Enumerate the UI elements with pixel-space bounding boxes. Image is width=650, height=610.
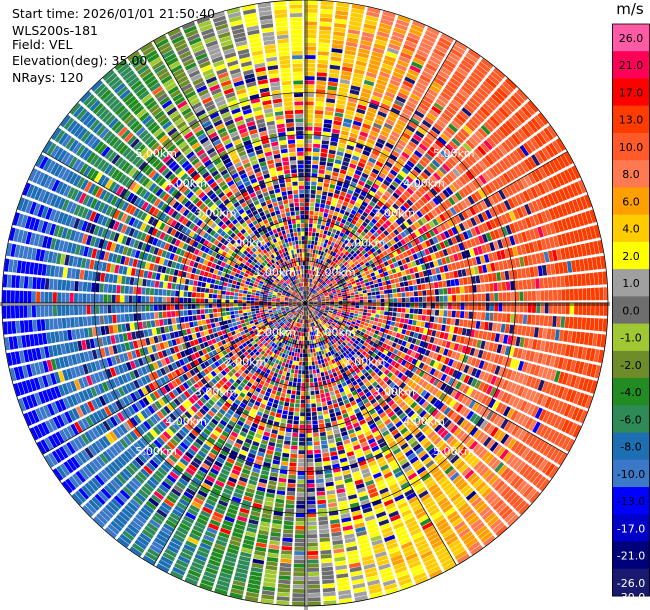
colorbar-segment (612, 51, 650, 79)
colorbar-segment (612, 514, 650, 542)
azimuth-line (304, 302, 457, 566)
colorbar-segment (612, 214, 650, 243)
range-ring-label: 4.00km (165, 177, 207, 190)
range-ring (178, 176, 432, 430)
colorbar-tick-label: -13.0 (617, 495, 645, 508)
range-ring (94, 92, 516, 514)
colorbar-tick-label: 21.0 (619, 59, 644, 72)
range-ring (136, 134, 474, 472)
colorbar-tick-label: -8.0 (620, 441, 641, 454)
colorbar-tick-label: 0.0 (622, 304, 640, 317)
colorbar-tick-label: 10.0 (619, 141, 644, 154)
azimuth-line (42, 151, 306, 304)
colorbar-tick-label: -17.0 (617, 522, 645, 535)
nrays-text: NRays: 120 (12, 70, 84, 85)
azimuth-line (153, 302, 306, 566)
elevation-text: Elevation(deg): 35.00 (12, 53, 148, 68)
colorbar-segment (612, 78, 650, 107)
colorbar-segment (612, 269, 650, 297)
range-ring (262, 260, 348, 346)
colorbar-segment (612, 24, 650, 52)
colorbar: 26.0 21.0 17.0 13.0 10.0 8.0 6.0 4.0 2.0 1.0 0.0 -1… (612, 23, 650, 604)
range-ring-label: 2.00km (225, 237, 267, 250)
colorbar-tick-label: 1.0 (622, 277, 640, 290)
range-ring-label: 2.00km (344, 356, 386, 369)
ppi-velocity-plot: 1.00km 1.00km 1.00km 1.00km 2.00km 2.00km 2.00… (0, 0, 610, 610)
range-ring-label: 3.00km (195, 385, 237, 398)
colorbar-tick-label: -30.0 (617, 591, 645, 604)
range-ring-label: 5.00km (135, 445, 177, 458)
colorbar-segment (612, 241, 650, 270)
colorbar-segment (612, 459, 650, 488)
colorbar-segment (612, 568, 650, 597)
colorbar-segment (612, 105, 650, 134)
field-text: Field: VEL (12, 37, 73, 52)
azimuth-line (304, 302, 568, 455)
velocity-gates (2, 0, 608, 606)
colorbar-tick-label: -1.0 (620, 332, 641, 345)
range-ring-label: 1.00km (254, 266, 296, 279)
colorbar-tick-label: 17.0 (619, 87, 644, 100)
azimuth-line (304, 40, 457, 304)
colorbar-segment (612, 405, 650, 433)
range-ring-label: 1.00km (314, 266, 356, 279)
colorbar-segment (612, 296, 650, 325)
colorbar-segment (612, 133, 650, 161)
colorbar-tick-label: -2.0 (620, 359, 641, 372)
azimuth-line (153, 40, 306, 304)
range-ring-label: 3.00km (374, 385, 416, 398)
colorbar-segment (612, 432, 650, 461)
colorbar-tick-label: 2.0 (622, 250, 640, 263)
range-ring-label: 4.00km (165, 415, 207, 428)
range-ring (220, 218, 390, 388)
colorbar-segment (612, 487, 650, 515)
colorbar-tick-label: 13.0 (619, 114, 644, 127)
colorbar-tick-label: -26.0 (617, 577, 645, 590)
outer-range-ring (1, 0, 609, 607)
range-ring-label: 3.00km (374, 207, 416, 220)
range-ring-label: 2.00km (344, 237, 386, 250)
range-ring-label: 1.00km (314, 326, 356, 339)
colorbar-segment (612, 160, 650, 188)
colorbar-tick-label: -10.0 (617, 468, 645, 481)
polar-grid (0, 0, 610, 610)
range-ring-labels: 1.00km 1.00km 1.00km 1.00km 2.00km 2.00km 2.00… (135, 147, 474, 458)
colorbar-tick-label: -21.0 (617, 550, 645, 563)
range-ring-label: 2.00km (225, 356, 267, 369)
start-time-text: Start time: 2026/01/01 21:50:40 (12, 6, 216, 21)
colorbar-segment (612, 323, 650, 352)
colorbar-unit: m/s (616, 0, 644, 18)
colorbar-tick-label: -6.0 (620, 413, 641, 426)
azimuth-line (42, 302, 306, 455)
range-ring-label: 5.00km (433, 147, 475, 160)
colorbar-segment (612, 541, 650, 570)
range-ring-label: 4.00km (403, 415, 445, 428)
range-ring-label: 4.00km (403, 177, 445, 190)
colorbar-segment (612, 378, 650, 406)
colorbar-tick-label: 26.0 (619, 32, 644, 45)
colorbar-tick-label: 4.0 (622, 223, 640, 236)
range-ring-label: 1.00km (254, 326, 296, 339)
colorbar-tick-label: 6.0 (622, 195, 640, 208)
instrument-text: WLS200s-181 (12, 23, 98, 38)
colorbar-tick-label: -4.0 (620, 386, 641, 399)
range-ring-label: 3.00km (195, 207, 237, 220)
range-ring-label: 5.00km (433, 445, 475, 458)
range-ring-label: 5.00km (135, 147, 177, 160)
colorbar-segment (612, 350, 650, 379)
colorbar-tick-label: 8.0 (622, 168, 640, 181)
colorbar-segment (612, 187, 650, 216)
azimuth-line (304, 151, 568, 304)
